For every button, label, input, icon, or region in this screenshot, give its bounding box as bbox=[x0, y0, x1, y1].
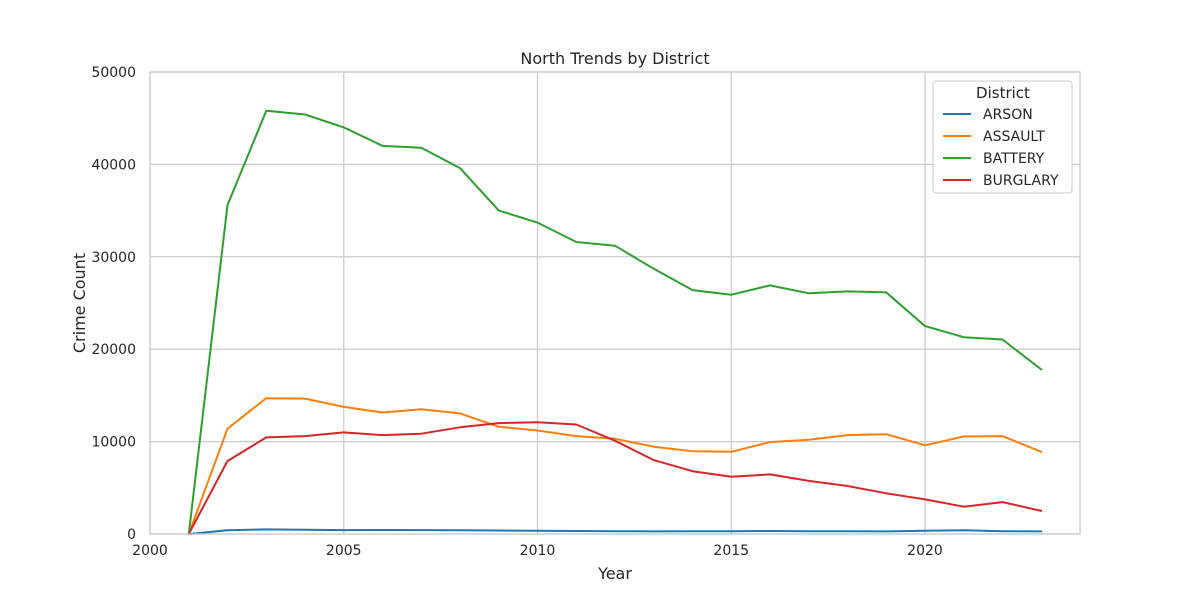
legend-title: District bbox=[976, 84, 1030, 102]
chart-title: North Trends by District bbox=[520, 49, 709, 68]
x-tick-labels: 2000 2005 2010 2015 2020 bbox=[132, 543, 943, 559]
x-tick-label: 2015 bbox=[713, 543, 749, 559]
legend-label-assault: ASSAULT bbox=[983, 129, 1045, 145]
y-tick-label: 30000 bbox=[91, 250, 136, 266]
series-line-arson bbox=[187, 528, 1043, 535]
legend-label-arson: ARSON bbox=[983, 107, 1033, 123]
x-tick-label: 2020 bbox=[907, 543, 943, 559]
series-line-burglary bbox=[187, 421, 1043, 535]
y-tick-label: 20000 bbox=[91, 342, 136, 358]
legend-box bbox=[932, 80, 1073, 194]
series-lines bbox=[187, 109, 1043, 535]
series-line-assault bbox=[187, 397, 1043, 535]
plot-frame bbox=[149, 71, 1081, 535]
x-tick-label: 2000 bbox=[132, 543, 168, 559]
x-tick-label: 2010 bbox=[520, 543, 556, 559]
x-axis-label: Year bbox=[597, 564, 632, 583]
legend-label-battery: BATTERY bbox=[983, 151, 1045, 167]
legend-items: ARSON ASSAULT BATTERY BURGLARY bbox=[943, 107, 1059, 189]
x-tick-label: 2005 bbox=[326, 543, 362, 559]
y-axis-label: Crime Count bbox=[70, 253, 89, 353]
y-tick-label: 40000 bbox=[91, 157, 136, 173]
y-tick-label: 10000 bbox=[91, 435, 136, 451]
y-tick-label: 50000 bbox=[91, 65, 136, 81]
y-tick-label: 0 bbox=[127, 527, 136, 543]
series-line-battery bbox=[187, 109, 1043, 535]
y-tick-labels: 0 10000 20000 30000 40000 50000 bbox=[91, 65, 136, 543]
legend: District ARSON ASSAULT BATTERY BURGLARY bbox=[932, 80, 1073, 194]
legend-label-burglary: BURGLARY bbox=[983, 173, 1059, 189]
